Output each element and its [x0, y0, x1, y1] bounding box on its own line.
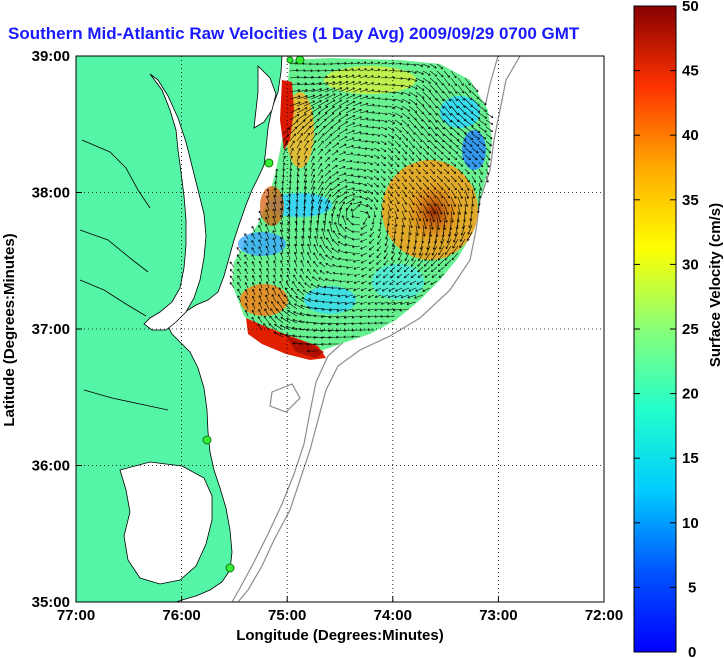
x-axis-label: Longitude (Degrees:Minutes) — [236, 627, 444, 644]
velocity-arrow-set — [229, 61, 494, 353]
velocity-coastal-peak — [286, 336, 324, 358]
y-tick-label: 36:00 — [32, 458, 70, 475]
velocity-fast-region — [240, 284, 288, 316]
y-tick-labels: 39:00 38:00 37:00 36:00 35:00 — [32, 48, 70, 611]
velocity-fast-region — [260, 186, 284, 226]
rappahannock-river — [79, 229, 149, 273]
colorbar-tick-label: 5 — [688, 579, 696, 596]
velocity-slow-region — [462, 130, 486, 170]
radar-station-marker — [225, 563, 235, 573]
bathymetry-blob — [269, 383, 301, 413]
x-tick-label: 73:00 — [479, 607, 517, 624]
colorbar-tick-label: 30 — [682, 256, 699, 273]
x-tick-label: 77:00 — [57, 607, 95, 624]
colorbar-tick-label: 35 — [682, 192, 699, 209]
colorbar-tick-label: 15 — [682, 450, 699, 467]
x-tick-label: 76:00 — [162, 607, 200, 624]
delaware-bay — [253, 65, 277, 129]
x-tick-label: 72:00 — [585, 607, 623, 624]
x-tick-label: 75:00 — [268, 607, 306, 624]
chesapeake-bay — [143, 73, 207, 331]
colorbar-label: Surface Velocity (cm/s) — [707, 203, 724, 367]
x-tick-label: 74:00 — [374, 607, 412, 624]
radar-station-marker — [264, 158, 274, 168]
colorbar-tick-label: 20 — [682, 386, 699, 403]
bathymetry-contour — [237, 56, 521, 602]
y-tick-label: 37:00 — [32, 321, 70, 338]
pamlico-sound — [119, 461, 213, 585]
velocity-coastal-peak — [280, 80, 294, 150]
velocity-field — [232, 58, 492, 360]
albemarle-inlet — [83, 389, 169, 411]
x-tick-marks — [75, 596, 605, 602]
colorbar-tick-label: 50 — [682, 0, 699, 15]
colorbar-tick-label: 0 — [688, 644, 696, 659]
y-tick-label: 35:00 — [32, 594, 70, 611]
york-river — [79, 279, 147, 317]
colorbar-tick-label: 40 — [682, 127, 699, 144]
radar-stations — [202, 56, 305, 573]
radar-station-marker — [295, 56, 305, 65]
velocity-slow-region — [268, 193, 332, 217]
colorbar — [633, 5, 677, 653]
potomac-river — [81, 139, 151, 209]
x-tick-labels: 77:00 76:00 75:00 74:00 73:00 72:00 — [57, 607, 623, 624]
radar-station-marker — [286, 56, 294, 64]
grid-lines — [76, 56, 604, 602]
colorbar-tick-marks — [634, 5, 676, 653]
colorbar-tick-label: 45 — [682, 63, 699, 80]
velocity-slow-region — [238, 232, 286, 256]
map-title: Southern Mid-Atlantic Raw Velocities (1 … — [8, 24, 580, 43]
y-tick-marks — [76, 55, 82, 603]
velocity-slow-region — [372, 264, 424, 300]
y-axis-label: Latitude (Degrees:Minutes) — [1, 233, 18, 426]
y-tick-label: 38:00 — [32, 185, 70, 202]
velocity-arrows — [229, 61, 494, 353]
colorbar-tick-labels: 50 45 40 35 30 25 20 15 10 5 0 — [682, 0, 699, 659]
colorbar-tick-label: 25 — [682, 321, 699, 338]
colorbar-tick-label: 10 — [682, 515, 699, 532]
y-tick-label: 39:00 — [32, 48, 70, 65]
radar-station-marker — [202, 435, 212, 445]
